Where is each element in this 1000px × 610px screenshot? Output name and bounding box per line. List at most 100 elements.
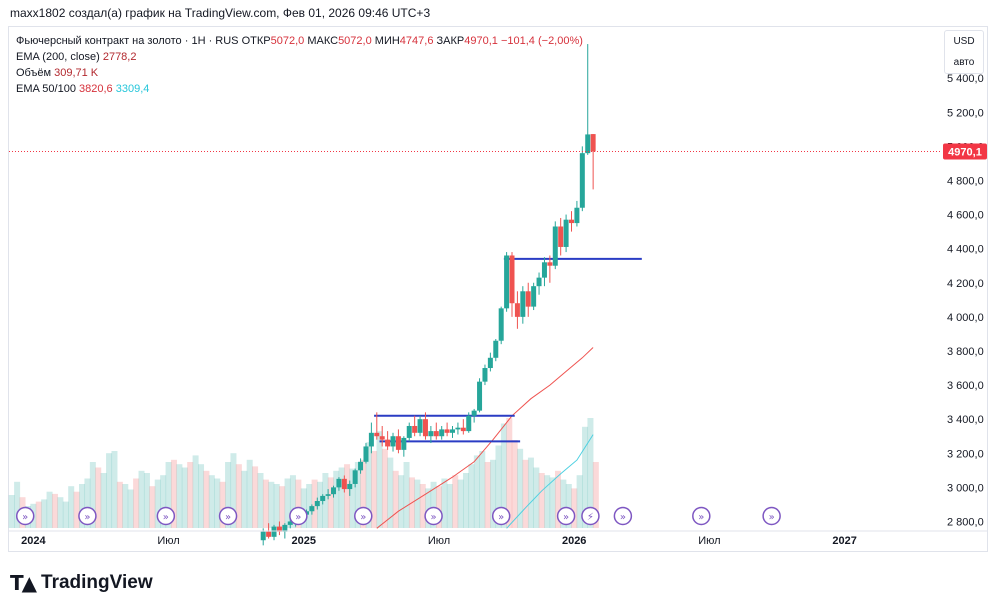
event-glyph: » bbox=[295, 512, 301, 523]
change-value: −101,4 (−2,00%) bbox=[500, 35, 583, 47]
volume-bar bbox=[235, 464, 242, 528]
ema50-value: 3820,6 bbox=[79, 83, 113, 95]
candle-body bbox=[558, 226, 564, 247]
volume-bar bbox=[127, 489, 134, 528]
candle-body bbox=[374, 432, 380, 437]
candle-body bbox=[379, 436, 385, 440]
event-marker-icon[interactable] bbox=[354, 506, 373, 526]
volume-bar bbox=[306, 484, 313, 528]
y-tick-label: 3 000,0 bbox=[947, 482, 984, 494]
currency-label[interactable]: USD bbox=[953, 36, 975, 47]
last-price-label: 4970,1 bbox=[948, 146, 982, 158]
y-tick-label: 2 800,0 bbox=[947, 516, 984, 528]
event-marker-icon[interactable] bbox=[613, 506, 633, 526]
volume-bar bbox=[365, 442, 372, 528]
volume-bar bbox=[354, 462, 361, 528]
event-marker-icon[interactable] bbox=[692, 506, 711, 526]
event-glyph: » bbox=[225, 512, 231, 523]
event-glyph: » bbox=[563, 512, 569, 523]
ema-pair-row[interactable]: EMA 50/100 3820,6 3309,4 bbox=[16, 81, 583, 97]
x-tick-label: Июл bbox=[698, 535, 720, 547]
candle-body bbox=[276, 526, 282, 532]
volume-bar bbox=[457, 479, 464, 528]
volume-bar bbox=[490, 459, 497, 528]
event-marker-icon[interactable] bbox=[289, 506, 308, 526]
x-tick-label: Июл bbox=[428, 535, 450, 547]
volume-bar bbox=[371, 451, 378, 528]
event-marker-icon[interactable] bbox=[491, 506, 511, 526]
event-glyph: » bbox=[360, 512, 366, 523]
candle-body bbox=[282, 524, 288, 532]
symbol-title[interactable]: Фьючерсный контракт на золото · 1Н · RUS bbox=[16, 35, 239, 47]
y-tick-label: 4 800,0 bbox=[947, 175, 984, 187]
volume-bar bbox=[506, 418, 513, 528]
volume-bar bbox=[527, 457, 534, 528]
volume-bar bbox=[311, 479, 318, 528]
event-marker-icon[interactable] bbox=[762, 506, 781, 526]
scale-mode-label[interactable]: авто bbox=[953, 57, 975, 68]
ema200-row[interactable]: EMA (200, close) 2778,2 bbox=[16, 49, 583, 65]
volume-bar bbox=[257, 473, 264, 528]
candle-body bbox=[336, 478, 342, 488]
candle-body bbox=[498, 308, 504, 341]
volume-bar bbox=[387, 457, 394, 528]
volume-bar bbox=[327, 477, 334, 528]
event-marker-icon[interactable] bbox=[15, 506, 35, 526]
volume-bar bbox=[381, 448, 388, 528]
volume-bar bbox=[219, 481, 226, 528]
volume-bar bbox=[300, 488, 307, 528]
high-label: МАКС bbox=[307, 35, 339, 47]
y-tick-label: 5 200,0 bbox=[947, 107, 984, 119]
event-flash-icon[interactable] bbox=[581, 506, 600, 526]
ohlc-row: Фьючерсный контракт на золото · 1Н · RUS… bbox=[16, 33, 583, 49]
candle-body bbox=[531, 286, 537, 307]
volume-bar bbox=[51, 493, 58, 528]
event-marker-icon[interactable] bbox=[424, 506, 443, 526]
volume-bar bbox=[138, 470, 145, 528]
y-tick-label: 3 400,0 bbox=[947, 414, 984, 426]
volume-bar bbox=[284, 478, 291, 528]
volume-bar bbox=[268, 481, 275, 528]
volume-bar bbox=[398, 475, 405, 528]
volume-bar bbox=[538, 473, 545, 528]
event-glyph: » bbox=[698, 512, 704, 523]
volume-bar bbox=[333, 470, 340, 528]
volume-bar bbox=[230, 453, 237, 528]
event-glyph: » bbox=[22, 512, 28, 523]
volume-bar bbox=[592, 462, 599, 528]
open-label: ОТКР bbox=[241, 35, 271, 47]
volume-bar bbox=[544, 475, 551, 528]
volume-bar bbox=[149, 486, 156, 528]
volume-bar bbox=[360, 459, 367, 528]
candle-body bbox=[422, 419, 428, 437]
volume-bar bbox=[62, 501, 69, 528]
candle-body bbox=[331, 487, 337, 495]
volume-bar bbox=[208, 475, 215, 528]
candle-body bbox=[395, 436, 401, 450]
y-tick-label: 3 800,0 bbox=[947, 346, 984, 358]
event-marker-icon[interactable] bbox=[218, 506, 238, 526]
event-glyph: » bbox=[431, 512, 437, 523]
currency-scale-box[interactable]: USD авто bbox=[944, 30, 984, 74]
chart-legend: Фьючерсный контракт на золото · 1Н · RUS… bbox=[16, 33, 583, 97]
event-marker-icon[interactable] bbox=[556, 506, 576, 526]
volume-bar bbox=[289, 475, 296, 528]
tradingview-logo[interactable]: T▲ TradingView bbox=[10, 571, 153, 595]
volume-bar bbox=[468, 464, 475, 528]
candle-body bbox=[569, 219, 575, 224]
event-glyph: » bbox=[84, 512, 90, 523]
volume-row[interactable]: Объём 309,71 K bbox=[16, 65, 583, 81]
last-price-badge bbox=[943, 143, 987, 160]
candle-body bbox=[477, 381, 483, 411]
event-marker-icon[interactable] bbox=[156, 506, 176, 526]
volume-bar bbox=[587, 418, 594, 528]
candle-body bbox=[358, 461, 364, 471]
candle-body bbox=[271, 526, 277, 537]
volume-bar bbox=[495, 445, 502, 528]
volume-bar bbox=[68, 486, 75, 528]
event-marker-icon[interactable] bbox=[78, 506, 97, 526]
volume-bar bbox=[89, 462, 96, 528]
candle-body bbox=[460, 427, 466, 432]
candle-body bbox=[266, 531, 272, 537]
